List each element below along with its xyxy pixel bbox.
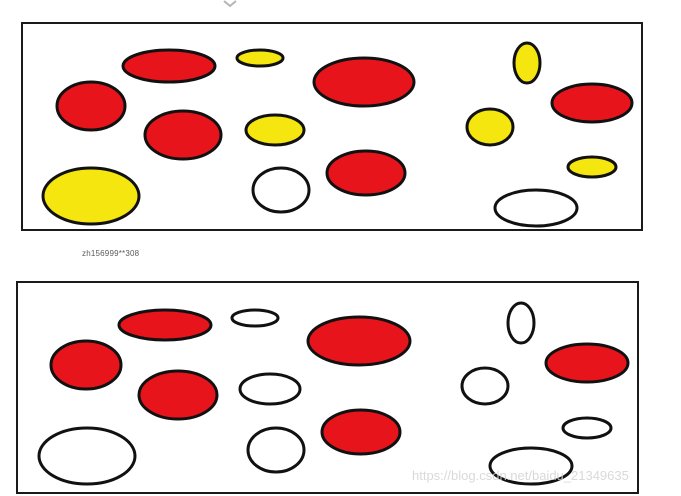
panel-top-red-ellipse	[55, 80, 127, 132]
panel-bottom-red-ellipse	[320, 408, 402, 456]
panel-bottom-red-ellipse	[306, 315, 412, 367]
cursor-indicator-icon	[223, 0, 237, 8]
panel-bottom-white-ellipse	[488, 446, 574, 486]
panel-bottom-frame	[16, 281, 639, 494]
panel-top-red-ellipse	[312, 56, 416, 108]
panel-bottom-white-ellipse	[506, 301, 536, 345]
panel-top-frame	[21, 22, 643, 231]
panel-bottom-white-ellipse	[460, 366, 510, 406]
panel-bottom-white-ellipse	[230, 308, 280, 328]
panel-bottom-red-ellipse	[49, 339, 123, 391]
panel-bottom	[16, 281, 639, 494]
panel-top-yellow-ellipse	[465, 107, 515, 147]
panel-top-yellow-ellipse	[235, 48, 285, 68]
panel-bottom-red-ellipse	[137, 369, 219, 421]
panel-top-red-ellipse	[325, 149, 407, 197]
panel-bottom-white-ellipse	[246, 426, 306, 474]
panel-top-yellow-ellipse	[244, 113, 306, 147]
panel-top-yellow-ellipse	[512, 41, 542, 85]
panel-top-red-ellipse	[121, 48, 217, 84]
panel-top-red-ellipse	[143, 109, 223, 161]
panel-top-yellow-ellipse	[41, 166, 141, 226]
panel-bottom-white-ellipse	[561, 416, 613, 440]
caption-text: zh156999**308	[82, 249, 140, 258]
panel-top-red-ellipse	[550, 82, 634, 124]
panel-top-yellow-ellipse	[566, 155, 618, 179]
panel-bottom-white-ellipse	[37, 426, 137, 486]
panel-bottom-red-ellipse	[544, 342, 630, 384]
panel-top	[21, 22, 643, 231]
panel-top-white-ellipse	[493, 188, 579, 228]
panel-bottom-red-ellipse	[117, 308, 213, 342]
panel-top-white-ellipse	[251, 166, 311, 214]
watermark-text: https://blog.csdn.net/baidu_21349635	[412, 468, 629, 483]
panel-bottom-white-ellipse	[238, 372, 302, 406]
